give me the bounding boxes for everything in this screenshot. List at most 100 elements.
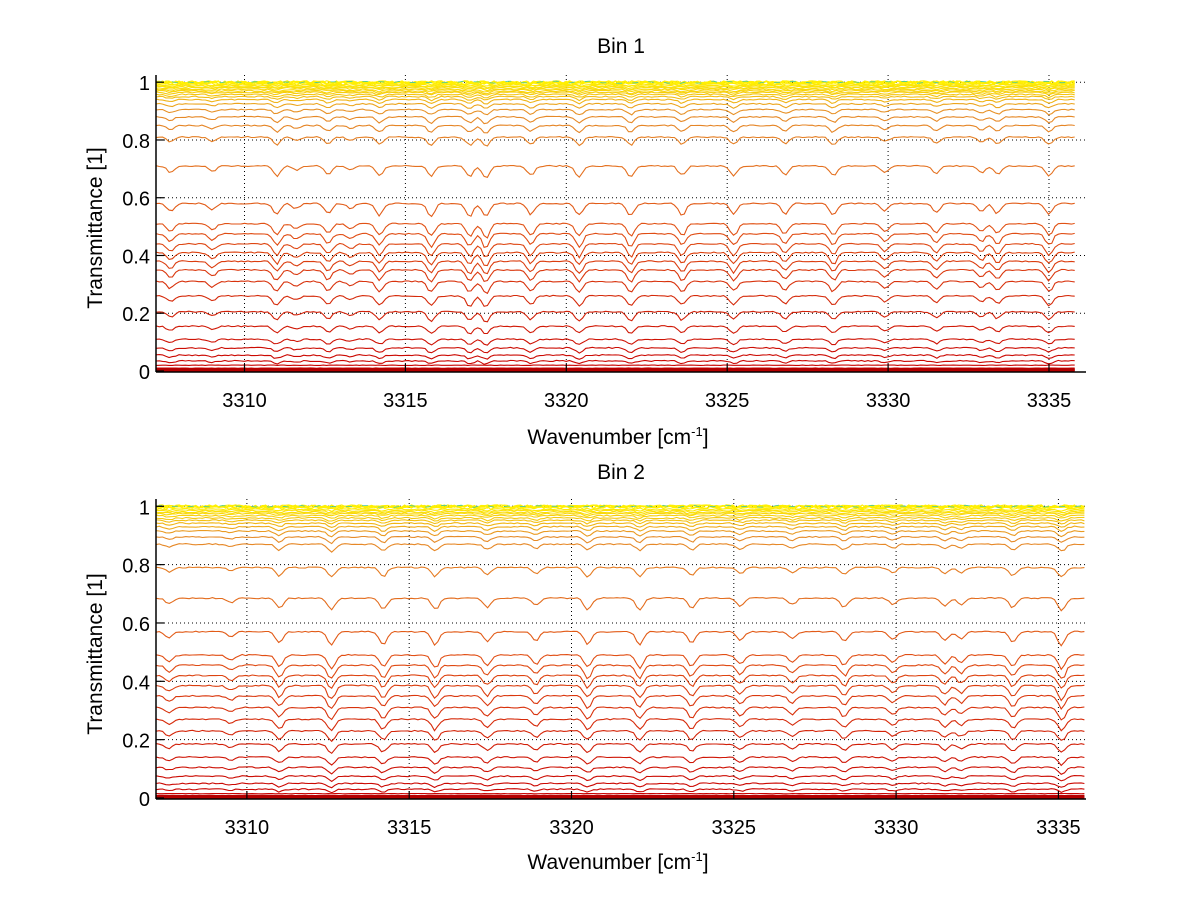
x-tick-label: 3310: [222, 390, 267, 412]
y-tick-label: 1: [139, 497, 150, 519]
series-line: [155, 260, 1075, 275]
series-line: [155, 86, 1075, 92]
y-tick-labels: 0 0.2 0.4 0.6 0.8 1: [122, 73, 150, 384]
subplot-bin-1: Bin 1 3310 3315 3320 3325 3330 3335 0 0.2 0.4 0.…: [84, 35, 1086, 449]
series-line: [155, 108, 1075, 116]
series-line: [155, 718, 1085, 732]
series-line: [155, 268, 1075, 283]
y-tick-label: 0.2: [122, 731, 150, 753]
x-tick-label: 3310: [225, 817, 270, 839]
series-line: [155, 102, 1075, 109]
subplot-title: Bin 1: [597, 35, 645, 58]
series-line: [155, 242, 1075, 259]
series-line: [155, 504, 1085, 508]
x-axis-label-suffix: ]: [703, 426, 709, 449]
series-line: [155, 522, 1085, 528]
y-tick-label: 0.6: [122, 189, 150, 211]
series-line: [155, 504, 1085, 509]
x-tick-labels: 3310 3315 3320 3325 3330 3335: [222, 390, 1071, 412]
series-line: [155, 775, 1085, 783]
series-line: [155, 706, 1085, 721]
series-line: [155, 756, 1085, 767]
series-line: [155, 566, 1085, 578]
x-tick-label: 3325: [712, 817, 757, 839]
x-axis-label-text: Wavenumber [cm: [527, 851, 691, 874]
series-line: [155, 95, 1075, 102]
y-tick-label: 0.4: [122, 672, 150, 694]
y-tick-label: 0.2: [122, 304, 150, 326]
series-line: [155, 164, 1075, 179]
x-tick-label: 3330: [874, 817, 919, 839]
y-tick-label: 0: [139, 362, 150, 384]
y-axis-label: Transmittance [1]: [84, 147, 107, 308]
x-tick-label: 3315: [387, 817, 432, 839]
series-line: [155, 788, 1085, 794]
series-line: [155, 694, 1085, 711]
series-line: [155, 359, 1075, 365]
series-line: [155, 85, 1075, 90]
y-tick-label: 0.8: [122, 131, 150, 153]
x-tick-labels: 3310 3315 3320 3325 3330 3335: [225, 817, 1081, 839]
series-line: [155, 543, 1085, 553]
series-line: [155, 325, 1075, 335]
x-tick-label: 3330: [866, 390, 911, 412]
series-line: [155, 525, 1085, 533]
series-line: [155, 346, 1075, 354]
series-line: [155, 353, 1075, 360]
series-line: [155, 519, 1085, 525]
series-line: [155, 310, 1075, 323]
series-line: [155, 93, 1075, 99]
series-line: [155, 535, 1085, 545]
x-axis-label-suffix: ]: [703, 851, 709, 874]
subplot-title: Bin 2: [597, 461, 645, 484]
series-line: [155, 508, 1085, 513]
series-line: [155, 674, 1085, 690]
axes: [155, 499, 1086, 800]
series-line: [155, 516, 1085, 522]
series-line: [155, 742, 1085, 755]
axes: [155, 75, 1086, 373]
series-line: [155, 88, 1075, 93]
y-tick-label: 0.4: [122, 246, 150, 268]
series-line: [155, 514, 1085, 520]
series-line: [155, 512, 1085, 517]
y-tick-label: 0.8: [122, 556, 150, 578]
series-line: [155, 124, 1075, 134]
x-axis-label-text: Wavenumber [cm: [527, 426, 691, 449]
y-tick-label: 1: [139, 73, 150, 95]
series-line: [155, 597, 1085, 612]
series-group: [155, 504, 1085, 800]
series-line: [155, 115, 1075, 125]
x-tick-label: 3335: [1036, 817, 1081, 839]
y-tick-label: 0: [139, 789, 150, 811]
series-line: [155, 653, 1085, 671]
series-line: [155, 280, 1075, 295]
series-line: [155, 529, 1085, 538]
series-line: [155, 80, 1075, 84]
series-line: [155, 684, 1085, 702]
series-group: [155, 80, 1075, 373]
series-line: [155, 630, 1085, 647]
series-line: [155, 338, 1075, 346]
y-tick-labels: 0 0.2 0.4 0.6 0.8 1: [122, 497, 150, 811]
series-line: [155, 232, 1075, 249]
x-axis-label: Wavenumber [cm-1]: [527, 424, 708, 449]
series-line: [155, 729, 1085, 743]
y-tick-label: 0.6: [122, 614, 150, 636]
series-line: [155, 664, 1085, 680]
y-axis-label: Transmittance [1]: [84, 573, 107, 734]
series-line: [155, 135, 1075, 147]
x-tick-label: 3320: [549, 817, 594, 839]
series-line: [155, 782, 1085, 789]
subplot-bin-2: Bin 2 3310 3315 3320 3325 3330 3335 0 0.2 0.4 0.…: [84, 461, 1086, 874]
x-axis-label-superscript: -1: [691, 424, 703, 439]
series-line: [155, 202, 1075, 218]
x-tick-label: 3335: [1027, 390, 1072, 412]
x-tick-label: 3320: [544, 390, 589, 412]
series-line: [155, 98, 1075, 105]
series-line: [155, 251, 1075, 267]
x-tick-label: 3315: [383, 390, 428, 412]
x-axis-label: Wavenumber [cm-1]: [527, 849, 708, 874]
x-tick-label: 3325: [705, 390, 750, 412]
